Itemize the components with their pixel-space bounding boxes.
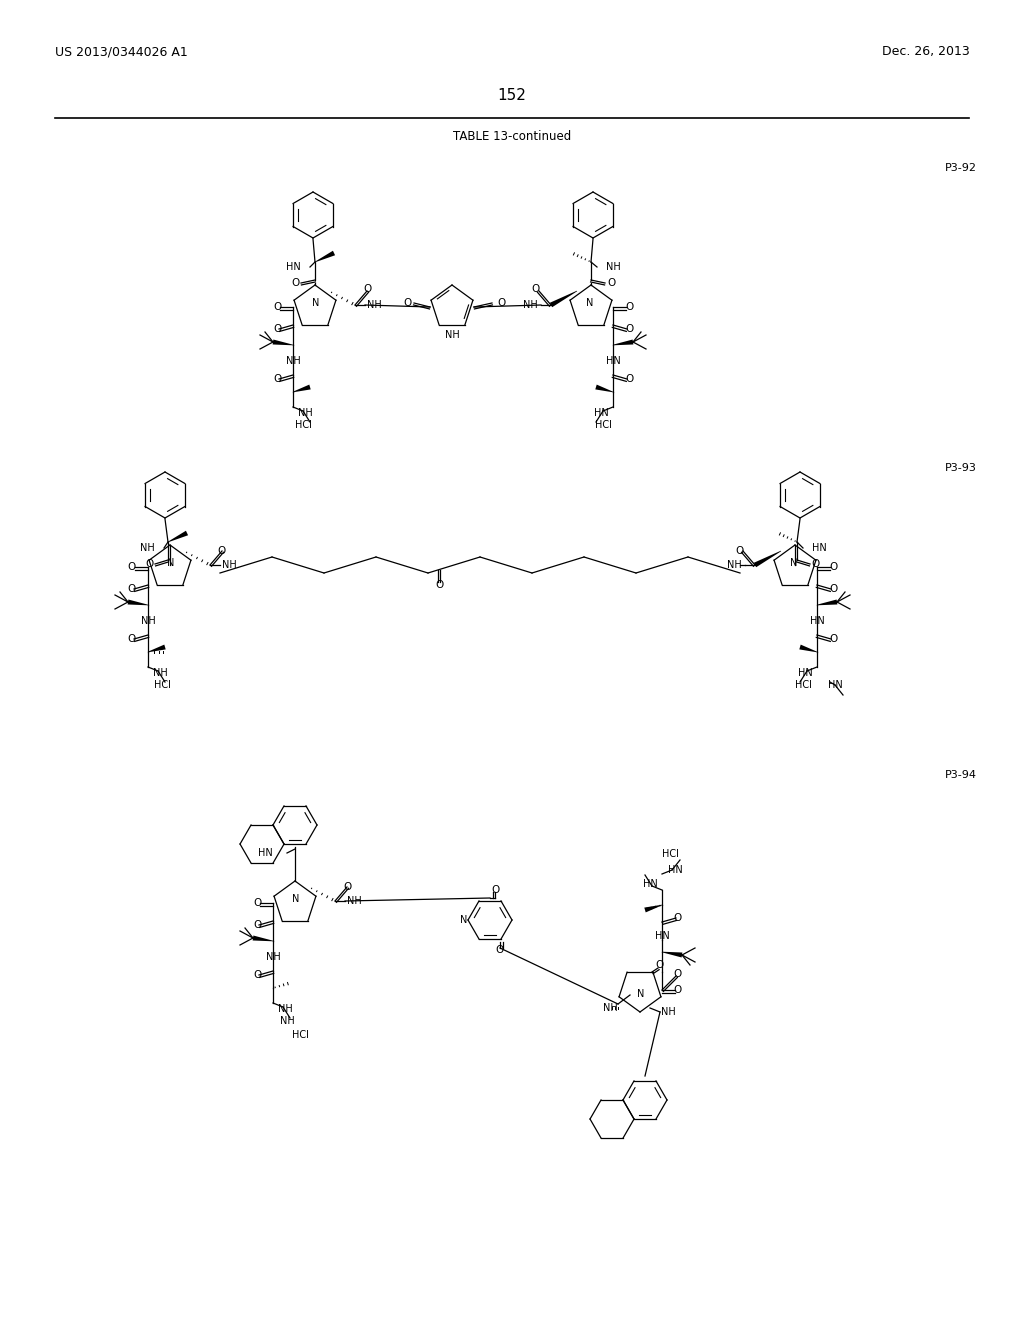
Text: O: O [128, 562, 136, 572]
Text: O: O [218, 546, 226, 556]
Text: NH: NH [265, 952, 281, 962]
Polygon shape [147, 644, 166, 652]
Text: NH: NH [603, 1003, 618, 1012]
Text: HN: HN [258, 847, 273, 858]
Polygon shape [168, 531, 188, 543]
Text: NH: NH [222, 560, 237, 570]
Text: N: N [461, 915, 468, 925]
Text: O: O [496, 945, 504, 954]
Text: HN: HN [827, 680, 843, 690]
Text: NH: NH [286, 356, 300, 366]
Text: O: O [145, 558, 155, 569]
Text: NH: NH [280, 1016, 294, 1026]
Text: N: N [587, 298, 594, 308]
Text: O: O [828, 634, 838, 644]
Text: NH: NH [153, 668, 167, 678]
Polygon shape [253, 936, 273, 941]
Text: NH: NH [347, 896, 361, 906]
Text: HCl: HCl [154, 680, 170, 690]
Text: NH: NH [140, 616, 156, 626]
Text: NH: NH [278, 1005, 293, 1014]
Polygon shape [272, 339, 293, 346]
Text: HCl: HCl [295, 420, 311, 430]
Text: O: O [291, 279, 299, 288]
Text: O: O [362, 284, 371, 294]
Text: O: O [674, 985, 682, 995]
Text: NH: NH [727, 560, 742, 570]
Text: HN: HN [810, 616, 824, 626]
Polygon shape [550, 290, 578, 308]
Text: O: O [828, 562, 838, 572]
Text: O: O [343, 882, 351, 892]
Text: HCl: HCl [292, 1030, 308, 1040]
Text: HN: HN [798, 668, 812, 678]
Polygon shape [293, 384, 310, 392]
Text: N: N [312, 298, 319, 308]
Text: O: O [625, 302, 633, 312]
Polygon shape [314, 251, 335, 263]
Text: NH: NH [140, 543, 155, 553]
Text: O: O [531, 284, 540, 294]
Text: O: O [272, 374, 282, 384]
Text: O: O [128, 634, 136, 644]
Polygon shape [754, 550, 781, 568]
Text: HN: HN [654, 931, 670, 941]
Text: HCl: HCl [795, 680, 811, 690]
Text: HN: HN [287, 261, 301, 272]
Text: O: O [674, 913, 682, 923]
Text: O: O [625, 374, 633, 384]
Text: US 2013/0344026 A1: US 2013/0344026 A1 [55, 45, 187, 58]
Polygon shape [662, 952, 682, 957]
Text: NH: NH [660, 1007, 676, 1016]
Text: O: O [736, 546, 744, 556]
Text: O: O [436, 579, 444, 590]
Text: TABLE 13-continued: TABLE 13-continued [453, 129, 571, 143]
Polygon shape [800, 644, 817, 652]
Text: P3-92: P3-92 [945, 162, 977, 173]
Text: O: O [498, 298, 506, 308]
Text: O: O [674, 969, 682, 979]
Text: P3-94: P3-94 [945, 770, 977, 780]
Text: HN: HN [812, 543, 826, 553]
Text: 152: 152 [498, 87, 526, 103]
Polygon shape [595, 384, 613, 392]
Text: HCl: HCl [595, 420, 611, 430]
Text: N: N [637, 989, 645, 999]
Text: O: O [490, 884, 499, 895]
Text: HCl: HCl [662, 849, 679, 859]
Text: N: N [791, 558, 798, 568]
Text: HN: HN [668, 865, 682, 875]
Text: O: O [402, 298, 411, 308]
Text: NH: NH [606, 261, 621, 272]
Text: O: O [272, 302, 282, 312]
Text: NH: NH [298, 408, 312, 418]
Text: O: O [253, 898, 261, 908]
Text: HN: HN [605, 356, 621, 366]
Text: NH: NH [523, 300, 538, 310]
Text: NH: NH [367, 300, 382, 310]
Text: O: O [656, 960, 665, 970]
Text: O: O [253, 970, 261, 979]
Text: O: O [828, 583, 838, 594]
Polygon shape [128, 599, 148, 606]
Text: N: N [292, 894, 300, 904]
Text: O: O [272, 323, 282, 334]
Polygon shape [613, 339, 634, 346]
Text: O: O [253, 920, 261, 931]
Text: HN: HN [643, 879, 657, 888]
Polygon shape [644, 904, 663, 912]
Text: O: O [625, 323, 633, 334]
Text: O: O [128, 583, 136, 594]
Text: O: O [811, 558, 819, 569]
Text: P3-93: P3-93 [945, 463, 977, 473]
Polygon shape [817, 599, 838, 606]
Text: Dec. 26, 2013: Dec. 26, 2013 [883, 45, 970, 58]
Text: N: N [167, 558, 175, 568]
Text: HN: HN [594, 408, 608, 418]
Text: O: O [607, 279, 615, 288]
Text: NH: NH [444, 330, 460, 341]
